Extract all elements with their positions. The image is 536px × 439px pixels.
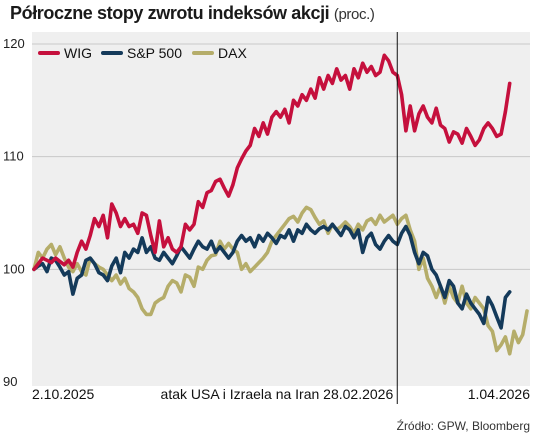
x-label-event: atak USA i Izraela na Iran 28.02.2026 — [161, 386, 394, 402]
legend-label: S&P 500 — [127, 45, 182, 61]
x-label-start: 2.10.2025 — [32, 386, 94, 402]
series-line-dax — [32, 205, 529, 356]
y-tick-label: 120 — [3, 36, 25, 51]
legend-label: DAX — [218, 45, 247, 61]
chart-title: Półroczne stopy zwrotu indeksów akcji (p… — [10, 3, 375, 24]
chart-title-unit: (proc.) — [333, 6, 375, 23]
series-line-wig — [32, 53, 512, 272]
legend-label: WIG — [64, 45, 92, 61]
series-line-s-p-500 — [32, 222, 512, 330]
chart-title-text: Półroczne stopy zwrotu indeksów akcji — [10, 3, 330, 23]
x-label-end: 1.04.2026 — [468, 386, 530, 402]
y-tick-label: 100 — [3, 261, 25, 276]
source-note: Źródło: GPW, Bloomberg — [396, 419, 530, 433]
y-tick-label: 110 — [3, 149, 24, 164]
y-tick-label: 90 — [3, 374, 17, 389]
